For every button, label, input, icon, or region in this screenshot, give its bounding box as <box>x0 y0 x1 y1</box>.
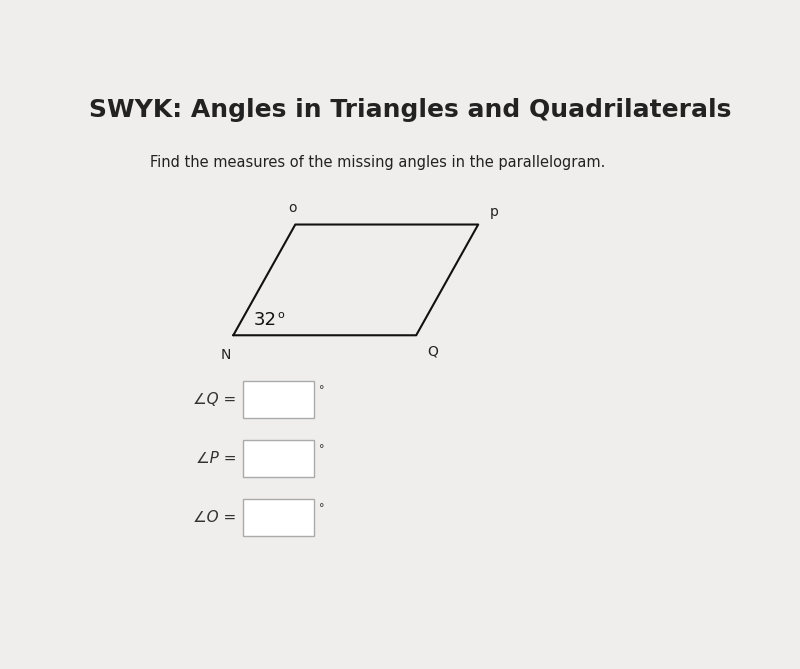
Text: °: ° <box>319 444 324 454</box>
Text: Find the measures of the missing angles in the parallelogram.: Find the measures of the missing angles … <box>150 155 605 170</box>
FancyBboxPatch shape <box>242 440 314 477</box>
FancyBboxPatch shape <box>242 499 314 536</box>
Text: ∠O =: ∠O = <box>193 510 237 525</box>
Text: N: N <box>221 348 231 362</box>
Text: ∠P =: ∠P = <box>196 451 237 466</box>
Text: Q: Q <box>427 345 438 359</box>
Text: o: o <box>278 310 284 320</box>
FancyBboxPatch shape <box>242 381 314 417</box>
Text: p: p <box>490 205 498 219</box>
Text: °: ° <box>319 503 324 513</box>
Text: ∠Q =: ∠Q = <box>193 391 237 407</box>
Text: o: o <box>288 201 297 215</box>
Text: SWYK: Angles in Triangles and Quadrilaterals: SWYK: Angles in Triangles and Quadrilate… <box>89 98 731 122</box>
Text: °: ° <box>319 385 324 395</box>
Text: 32: 32 <box>254 310 277 328</box>
